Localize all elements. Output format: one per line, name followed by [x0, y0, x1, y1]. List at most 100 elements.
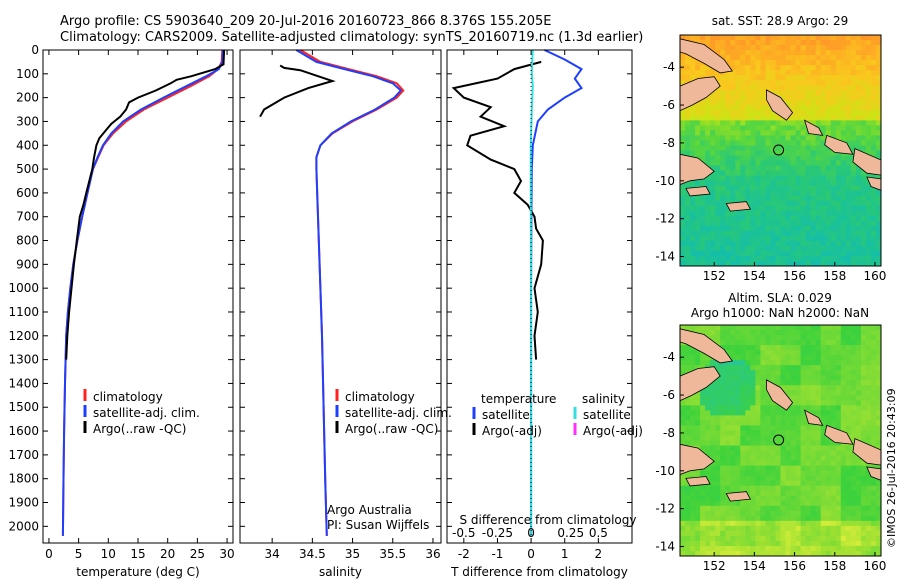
- sst_map-cell: [835, 200, 842, 207]
- sst_map-cell: [815, 85, 822, 91]
- sst_map-cell: [870, 110, 877, 116]
- sst_map-cell: [815, 240, 822, 247]
- sst_map-cell: [830, 220, 837, 227]
- sst_map-cell: [825, 75, 832, 81]
- sst_map-land-6: [803, 119, 824, 136]
- sla_map-cell: [785, 535, 792, 542]
- sla_map-cell: [710, 325, 716, 331]
- sla_map-cell: [740, 465, 746, 472]
- sst_map-cell: [730, 190, 736, 197]
- sla_map-cell: [870, 370, 877, 376]
- sla_map-cell: [835, 465, 842, 472]
- sla_map-cell: [865, 385, 872, 391]
- sst_map-cell: [715, 155, 721, 162]
- sst_map-cell: [825, 195, 832, 202]
- sst_map-cell: [680, 245, 686, 252]
- sla_map-cell: [820, 340, 827, 346]
- sst_map-cell: [835, 240, 842, 247]
- sst_map-cell: [735, 140, 741, 147]
- sla_map-cell: [790, 455, 797, 462]
- sla_map-cell: [705, 500, 711, 507]
- sst_map-cell: [850, 135, 857, 142]
- sla_map-cell: [790, 330, 797, 336]
- sst_map-cell: [770, 240, 777, 247]
- sla_map-cell: [800, 460, 807, 467]
- sst_map-cell: [800, 115, 807, 121]
- sla_map-cell: [725, 510, 731, 517]
- sla_map-cell: [730, 450, 736, 457]
- sst_map-cell: [845, 210, 852, 217]
- sla_map-cell: [875, 500, 881, 507]
- sla_map-cell: [720, 395, 726, 401]
- sla_map-cell: [820, 525, 827, 532]
- sla_map-cell: [780, 520, 787, 527]
- sla_map-cell: [875, 485, 881, 492]
- sst_map-cell: [740, 65, 746, 71]
- sla_map-cell: [805, 530, 812, 537]
- sla_map-cell: [785, 415, 792, 422]
- sst_map-cell: [850, 125, 857, 132]
- sst_map-cell: [730, 75, 736, 81]
- sla_map-cell: [825, 365, 832, 371]
- sla_map-cell: [835, 470, 842, 477]
- sla_map-cell: [700, 545, 706, 552]
- sst_map-cell: [775, 35, 782, 41]
- sst_map-cell: [685, 70, 691, 76]
- sst_map-cell: [790, 75, 797, 81]
- sla_map-cell: [850, 370, 857, 376]
- sst_map-cell: [755, 160, 762, 167]
- sla_map-cell: [865, 525, 872, 532]
- sst_map-cell: [730, 155, 736, 162]
- sla_map-cell: [850, 480, 857, 487]
- sla_map-cell: [770, 410, 777, 416]
- sla_map-cell: [875, 480, 881, 487]
- sst_map-cell: [865, 35, 872, 41]
- salinity-xlabel: salinity: [319, 565, 362, 579]
- sst_map-cell: [760, 195, 767, 202]
- sla_map-cell: [850, 340, 857, 346]
- sst_map-cell: [790, 230, 797, 237]
- diff-xlabel-top: S difference from climatology: [460, 513, 637, 527]
- sla_map-cell: [815, 475, 822, 482]
- sla_map-cell: [730, 520, 736, 527]
- sst_map-cell: [735, 130, 741, 137]
- sla_map-cell: [770, 540, 777, 547]
- sla_map-cell: [770, 430, 777, 437]
- sst_map-cell: [860, 140, 867, 147]
- sst_map-cell: [855, 100, 862, 106]
- sla_map-cell: [780, 410, 787, 416]
- sst_map-cell: [770, 185, 777, 192]
- sla_map-cell: [860, 435, 867, 442]
- sla_map-cell: [750, 430, 756, 437]
- sla_map-cell: [780, 460, 787, 467]
- sst_map-cell: [765, 260, 772, 266]
- sst_map-cell: [795, 260, 802, 266]
- sla_map-cell: [810, 375, 817, 381]
- sst_map-cell: [765, 120, 772, 126]
- sst_map-cell: [695, 100, 701, 106]
- sst_map-cell: [795, 250, 802, 257]
- sla_map-cell: [810, 495, 817, 502]
- sla_map-cell: [830, 410, 837, 416]
- sst_map-cell: [875, 80, 881, 86]
- sla_map-cell: [855, 370, 862, 376]
- sst_map-cell: [785, 260, 792, 266]
- sla_map-cell: [820, 410, 827, 416]
- sla_map-cell: [790, 415, 797, 422]
- sst_map-cell: [795, 205, 802, 212]
- sst_map-cell: [715, 250, 721, 257]
- sst_map-cell: [840, 165, 847, 172]
- sst_map-cell: [820, 170, 827, 177]
- sla_map-cell: [790, 460, 797, 467]
- sla_map-cell: [685, 520, 691, 527]
- sla_map-cell: [835, 395, 842, 401]
- sla_map-cell: [850, 520, 857, 527]
- sst_map-cell: [820, 130, 827, 137]
- sst_map-cell: [695, 220, 701, 227]
- sla_map-cell: [870, 325, 877, 331]
- sla_map-cell: [865, 470, 872, 477]
- sst_map-cell: [815, 200, 822, 207]
- sla_map-cell: [680, 345, 686, 351]
- sla_map-cell: [835, 530, 842, 537]
- sst_map-cell: [725, 190, 731, 197]
